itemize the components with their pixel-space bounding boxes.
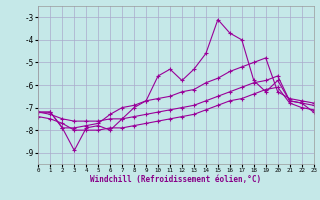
X-axis label: Windchill (Refroidissement éolien,°C): Windchill (Refroidissement éolien,°C) (91, 175, 261, 184)
